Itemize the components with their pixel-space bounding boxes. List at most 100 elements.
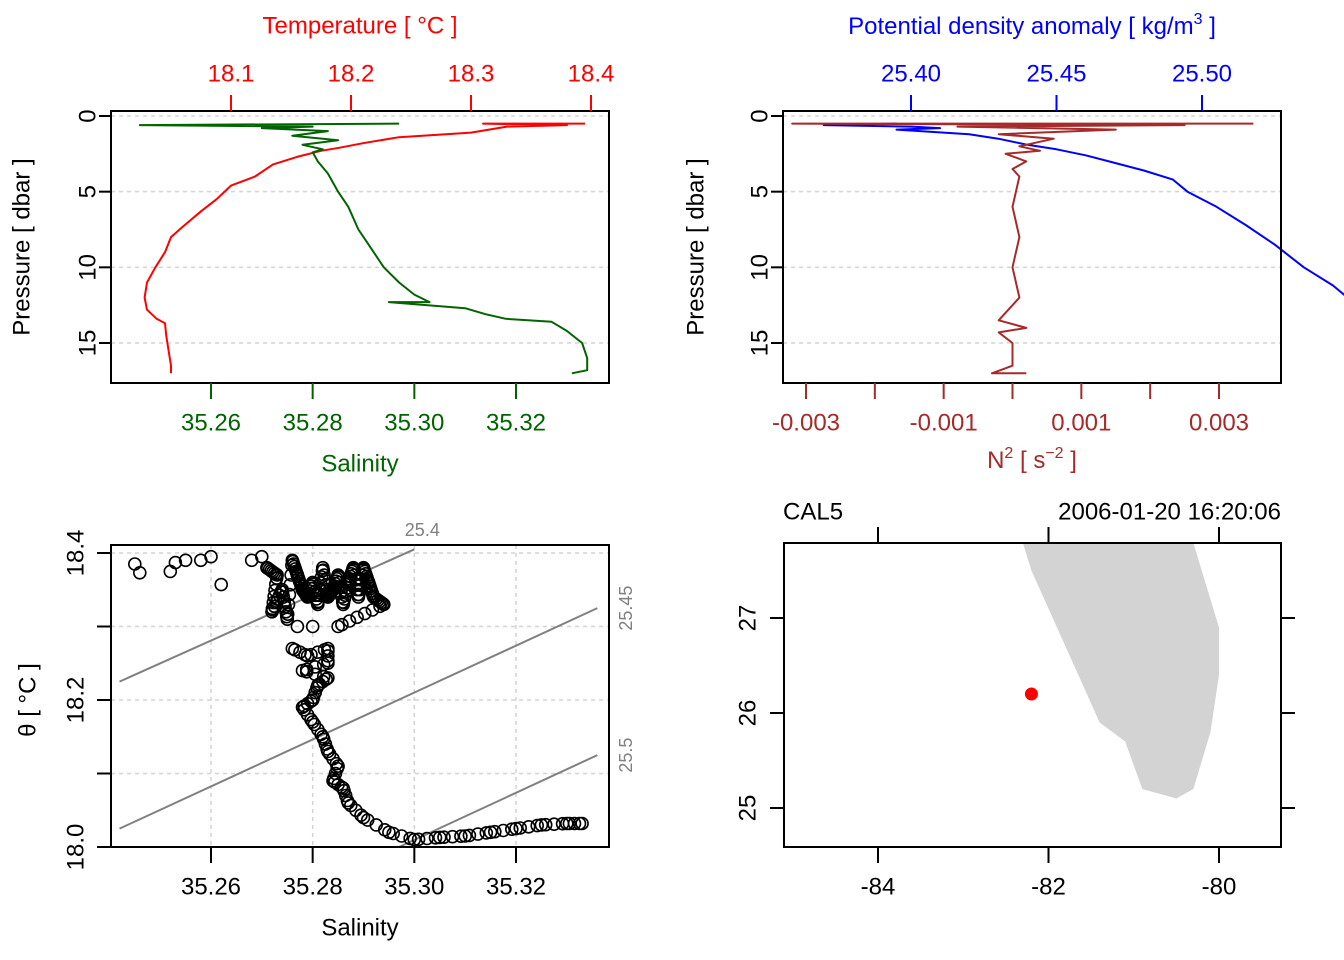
panel-station-map: -84 -82 -80 25 26 27 CAL5 2006-01-20 16:20:06: [735, 499, 1295, 901]
data-point: [305, 619, 320, 634]
data-point: [327, 775, 342, 789]
bottom-tick-label: 0.003: [1189, 410, 1249, 437]
data-point: [357, 606, 372, 621]
data-point: [509, 821, 523, 836]
data-point: [214, 577, 228, 592]
data-point: [351, 587, 366, 602]
y-tick-label: 18.2: [63, 677, 90, 724]
data-point: [394, 829, 409, 843]
data-point: [377, 822, 392, 837]
y-tick-label: 15: [747, 330, 774, 357]
top-tick-label: 25.45: [1026, 61, 1086, 88]
label-superscript: 3: [1194, 11, 1203, 28]
data-point: [299, 664, 314, 679]
y-axis-label: Pressure [ dbar ]: [683, 158, 710, 335]
data-point: [487, 824, 502, 839]
data-point: [282, 587, 297, 602]
y-tick-label: 5: [75, 185, 102, 198]
data-point: [178, 553, 193, 568]
data-point: [521, 819, 536, 834]
data-point: [403, 831, 417, 846]
grid: [111, 115, 609, 344]
data-point: [462, 828, 477, 843]
land-polygon: [1022, 543, 1219, 799]
isopycnal-label: 25.4: [405, 520, 440, 540]
data-point: [280, 607, 295, 622]
y-tick-label: 18.0: [63, 824, 90, 871]
data-point: [567, 816, 582, 831]
data-point: [513, 821, 528, 835]
label-superscript-2: −2: [1045, 445, 1063, 462]
series-line-density: [822, 122, 1344, 296]
data-point: [168, 555, 183, 570]
data-point: [437, 830, 451, 845]
data-point: [572, 816, 587, 831]
data-point: [504, 822, 519, 837]
y-axis: 0 5 10 15: [747, 109, 783, 357]
series-line-salinity: [138, 122, 589, 375]
data-point: [365, 603, 380, 617]
data-point: [298, 647, 312, 662]
label-main: N: [987, 447, 1004, 474]
y-tick-label: 10: [75, 254, 102, 281]
data-point: [547, 817, 561, 832]
top-tick-label: 18.3: [448, 61, 495, 88]
top-tick-label: 25.40: [881, 61, 941, 88]
bottom-axis-n2: -0.003 -0.001 0.001 0.003: [772, 383, 1249, 437]
land: [1022, 543, 1219, 799]
plot-frame: [110, 110, 610, 384]
data-point: [316, 669, 331, 684]
y-axis-label: θ [ °C ]: [15, 663, 42, 737]
data-point: [420, 831, 434, 846]
data-point: [319, 672, 334, 687]
data-point: [530, 818, 545, 833]
grid: [783, 115, 1281, 344]
data-point: [316, 563, 331, 578]
data-point: [376, 596, 390, 611]
station-time: 2006-01-20 16:20:06: [1058, 499, 1281, 526]
y-tick-label: 5: [747, 185, 774, 198]
top-axis-density: 25.40 25.45 25.50: [881, 61, 1232, 111]
data-point: [204, 549, 218, 564]
data-point: [496, 823, 511, 838]
series-group: [138, 122, 589, 375]
data-point: [304, 647, 318, 662]
label-mid: [ s: [1013, 447, 1045, 474]
y-axis-label: Pressure [ dbar ]: [9, 158, 36, 335]
x-axis-label: Salinity: [321, 915, 398, 942]
data-point: [317, 568, 331, 582]
bottom-tick-label: 35.30: [384, 410, 444, 437]
top-tick-label: 18.2: [328, 61, 375, 88]
data-point: [334, 780, 349, 794]
isopycnal-label: 25.5: [616, 738, 636, 773]
top-axis-label: Temperature [ °C ]: [263, 13, 458, 40]
y-tick-label: 15: [75, 330, 102, 357]
y-axis: 0 5 10 15: [75, 109, 111, 357]
y-tick-label: 25: [735, 795, 762, 822]
data-point: [321, 649, 335, 663]
data-point: [133, 565, 147, 580]
top-tick-label: 25.50: [1172, 61, 1232, 88]
panel-density-profile: 0 5 10 15 25.40 25.45 25.50 -0.003 -0.001 0.001…: [683, 11, 1344, 474]
bottom-tick-label: 35.32: [486, 410, 546, 437]
data-point: [483, 825, 498, 840]
isopycnals: 25.4 25.45 25.5: [119, 520, 636, 848]
data-point: [312, 677, 327, 691]
data-point: [445, 829, 460, 844]
data-point: [349, 803, 363, 818]
data-point: [281, 597, 296, 612]
top-tick-label: 18.1: [208, 61, 255, 88]
plot-frame: [782, 110, 1282, 384]
data-point: [278, 600, 292, 614]
data-point: [342, 614, 357, 628]
label-superscript: 2: [1004, 445, 1013, 462]
data-point: [538, 817, 553, 832]
bottom-axis-label: Salinity: [321, 451, 398, 478]
series-line-n2: [791, 122, 1254, 375]
label-main: Potential density anomaly [ kg/m: [848, 13, 1194, 40]
x-tick-label: 35.28: [283, 874, 343, 901]
y-tick-label: 27: [735, 605, 762, 632]
top-axis-temperature: 18.1 18.2 18.3 18.4: [208, 61, 614, 111]
plot-frame: [110, 544, 610, 848]
